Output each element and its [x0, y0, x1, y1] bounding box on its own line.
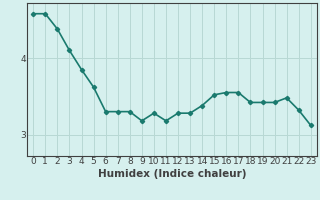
X-axis label: Humidex (Indice chaleur): Humidex (Indice chaleur) — [98, 169, 246, 179]
